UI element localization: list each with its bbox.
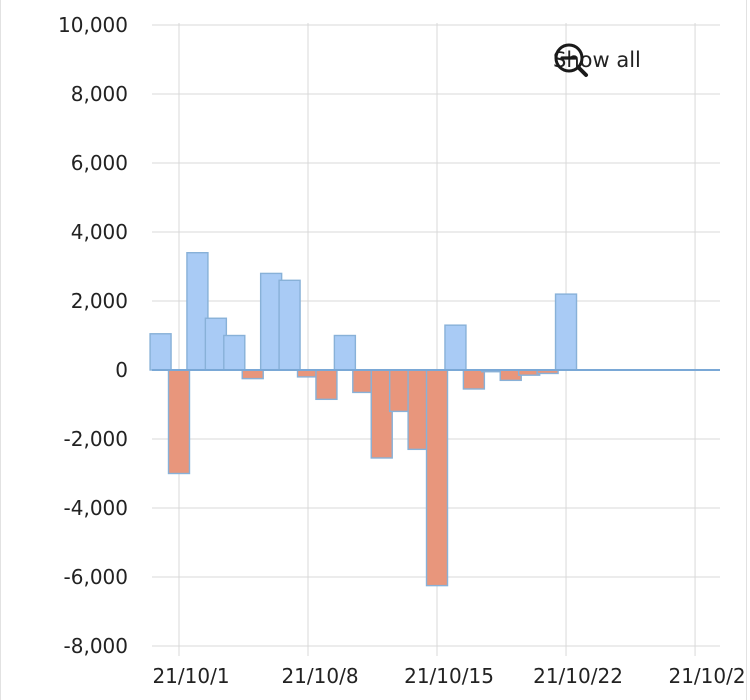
- bar[interactable]: [554, 293, 578, 371]
- x-tick-label: 21/10/2: [668, 664, 745, 688]
- show-all-button[interactable]: Show all: [553, 42, 641, 78]
- bar[interactable]: [241, 369, 264, 380]
- panel-right-border: [746, 0, 747, 700]
- bar[interactable]: [278, 279, 301, 371]
- y-tick-label: 4,000: [71, 220, 128, 244]
- bars: [149, 251, 720, 587]
- x-axis-ticks: 21/10/1 21/10/8 21/10/15 21/10/22 21/10/2: [152, 664, 745, 688]
- y-axis-ticks: 10,000 8,000 6,000 4,000 2,000 0 -2,000 -4,000 -…: [58, 13, 128, 658]
- x-tick-label: 21/10/8: [281, 664, 358, 688]
- bar[interactable]: [149, 333, 172, 371]
- x-tick-label: 21/10/1: [152, 664, 229, 688]
- bar[interactable]: [444, 324, 467, 371]
- y-tick-label: 6,000: [71, 151, 128, 175]
- y-tick-label: 2,000: [71, 289, 128, 313]
- y-tick-label: -4,000: [64, 496, 128, 520]
- zoom-out-icon: [554, 43, 588, 77]
- bar[interactable]: [425, 369, 449, 587]
- x-tick-label: 21/10/22: [533, 664, 623, 688]
- y-tick-label: 8,000: [71, 82, 128, 106]
- bar[interactable]: [462, 369, 486, 390]
- bar[interactable]: [167, 369, 191, 475]
- bar[interactable]: [315, 369, 338, 401]
- bar[interactable]: [333, 334, 357, 371]
- y-tick-label: -2,000: [64, 427, 128, 451]
- panel-left-border: [0, 0, 1, 700]
- bar[interactable]: [223, 334, 246, 371]
- y-tick-label: 0: [115, 358, 128, 382]
- y-tick-label: -6,000: [64, 565, 128, 589]
- show-all-label: Show all: [553, 48, 641, 72]
- y-tick-label: 10,000: [58, 13, 128, 37]
- x-tick-label: 21/10/15: [404, 664, 494, 688]
- y-tick-label: -8,000: [64, 634, 128, 658]
